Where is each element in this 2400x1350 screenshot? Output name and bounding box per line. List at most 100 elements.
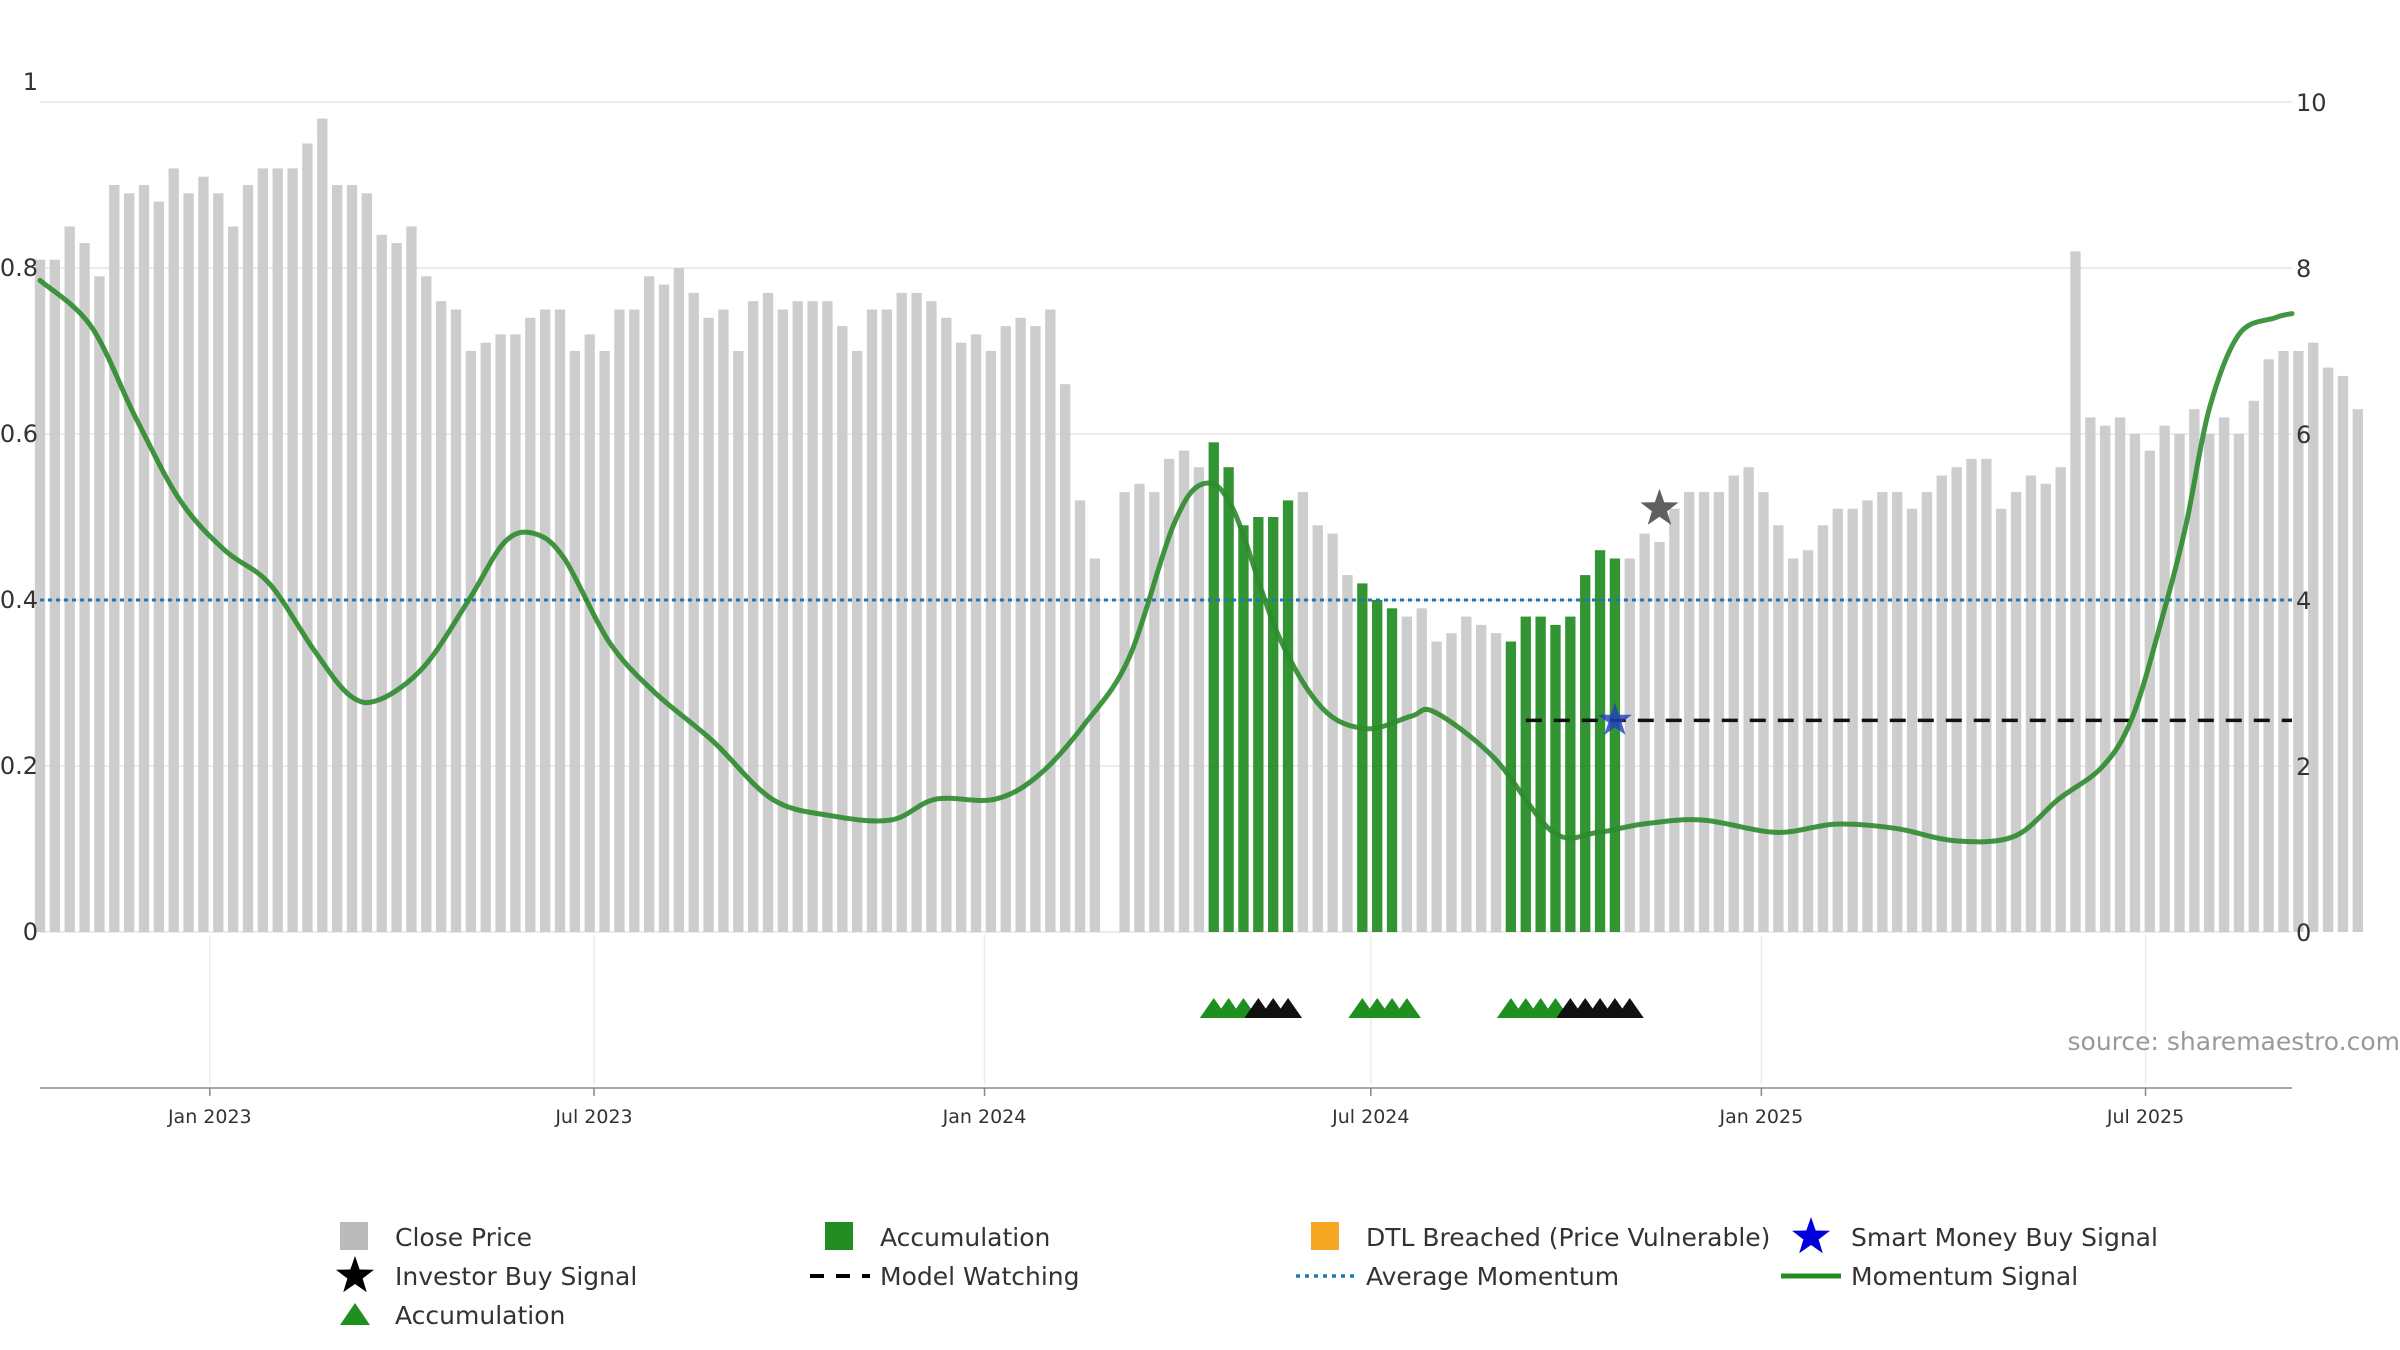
x-tick-label: Jan 2025	[1719, 1106, 1804, 1128]
price-bar	[391, 243, 402, 933]
price-bar	[792, 301, 803, 932]
right-axis-tick-label: 6	[2296, 421, 2311, 449]
price-bar	[242, 185, 254, 932]
price-bar	[361, 193, 373, 933]
price-bar	[2174, 434, 2185, 932]
price-bar	[510, 334, 521, 932]
accumulation-bar	[1223, 467, 1234, 932]
price-bar	[688, 292, 699, 932]
accumulation-markers-layer	[1199, 998, 1644, 1018]
investor-buy-signal-star	[1640, 488, 1679, 525]
price-bar	[1297, 492, 1309, 932]
price-bar	[1698, 492, 1710, 932]
price-bar	[2189, 409, 2200, 933]
price-bar	[1490, 633, 1502, 932]
price-bar	[2204, 434, 2215, 932]
price-bar	[2322, 367, 2334, 933]
price-bar	[985, 351, 997, 932]
price-bar	[970, 334, 982, 932]
price-bar	[2293, 351, 2304, 932]
black-star-icon	[336, 1256, 374, 1293]
price-bar	[49, 259, 61, 932]
accumulation-bar	[1208, 442, 1219, 932]
legend-label: Accumulation	[395, 1301, 565, 1330]
price-bar	[614, 309, 625, 932]
price-bar	[673, 268, 685, 932]
price-bar	[79, 243, 90, 933]
price-bar	[1327, 533, 1338, 932]
price-bar	[1862, 500, 1873, 932]
price-bar	[346, 185, 358, 932]
price-bar	[1178, 450, 1190, 932]
price-bar	[837, 326, 848, 933]
price-bar	[287, 168, 298, 932]
x-tick-label: Jan 2024	[942, 1106, 1027, 1128]
price-bar	[1743, 467, 1754, 932]
price-bar	[599, 351, 610, 932]
price-bar	[1401, 616, 1413, 932]
left-axis-tick-label: 0	[23, 918, 38, 946]
right-axis-tick-label: 10	[2296, 89, 2327, 117]
price-bar	[2025, 475, 2037, 932]
price-bar	[525, 317, 536, 932]
price-bar	[480, 342, 491, 932]
price-bar	[569, 351, 581, 932]
price-bar	[718, 309, 729, 932]
right-axis-tick-label: 8	[2296, 255, 2311, 283]
price-bar	[1030, 326, 1041, 933]
legend-item: Accumulation	[340, 1301, 565, 1330]
price-bar	[1149, 492, 1160, 932]
price-bar	[1951, 467, 1962, 932]
price-bar	[435, 301, 447, 932]
bars-layer	[34, 118, 2363, 933]
price-bar	[421, 276, 432, 932]
price-bar	[822, 301, 833, 932]
price-bar	[1431, 641, 1442, 932]
legend-item: DTL Breached (Price Vulnerable)	[1311, 1222, 1770, 1252]
accumulation-bar	[1609, 558, 1621, 932]
legend-label: Smart Money Buy Signal	[1851, 1223, 2158, 1252]
accumulation-bar	[1357, 583, 1368, 932]
price-bar	[1684, 492, 1695, 932]
price-bar	[852, 351, 863, 932]
orange-square-icon	[1311, 1222, 1339, 1250]
price-bar	[2337, 375, 2349, 932]
left-axis-tick-label: 0.6	[0, 420, 38, 448]
price-bar	[1476, 624, 1487, 932]
price-bar	[495, 334, 506, 932]
price-bar	[1193, 467, 1205, 932]
price-bar	[644, 276, 655, 932]
price-bar	[748, 301, 759, 932]
price-bar	[2055, 467, 2066, 932]
accumulation-bar	[1282, 500, 1294, 932]
price-bar	[703, 317, 714, 932]
accumulation-bar	[1520, 616, 1531, 932]
price-bar	[1892, 492, 1903, 932]
price-bar	[272, 168, 283, 932]
price-bar	[881, 309, 893, 932]
price-bar	[777, 309, 789, 932]
left-axis-tick-label: 1	[23, 68, 38, 96]
price-bar	[2218, 417, 2230, 932]
axes-layer: Jan 2023 Jul 2023 Jan 2024 Jul 2024 Jan 2025…	[0, 68, 2327, 1128]
price-bar	[317, 118, 328, 933]
price-bar	[896, 292, 907, 932]
price-bar	[2233, 434, 2245, 932]
price-bar	[2040, 483, 2051, 932]
price-bar	[1728, 475, 1739, 932]
price-bar	[1045, 309, 1056, 932]
legend-label: Investor Buy Signal	[395, 1262, 637, 1291]
accumulation-triangle-marker	[1615, 998, 1644, 1018]
price-bar	[1312, 525, 1323, 932]
price-bar	[2248, 400, 2259, 932]
legend-label: Close Price	[395, 1223, 532, 1252]
price-bar	[539, 309, 551, 932]
price-bar	[2070, 251, 2081, 932]
legend-label: Average Momentum	[1366, 1262, 1619, 1291]
legend-label: Momentum Signal	[1851, 1262, 2078, 1291]
price-bar	[1758, 492, 1769, 932]
accumulation-triangle-marker	[1392, 998, 1421, 1018]
legend-label: Accumulation	[880, 1223, 1050, 1252]
accumulation-bar	[1580, 575, 1591, 932]
price-bar	[1788, 558, 1799, 932]
